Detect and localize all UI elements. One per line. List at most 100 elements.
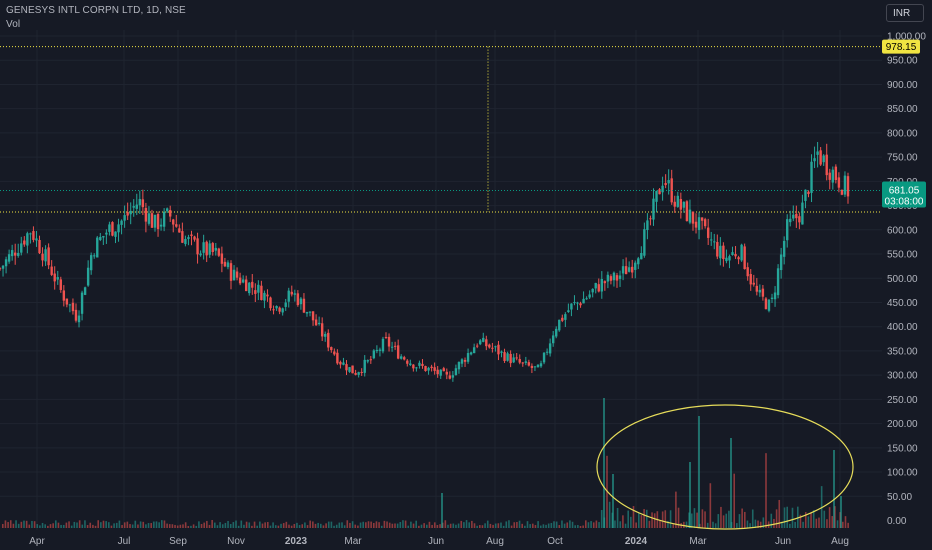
volume-bar	[49, 524, 52, 528]
volume-bar	[161, 520, 163, 528]
candle-body	[226, 262, 230, 268]
candle-body	[515, 357, 518, 359]
volume-bar	[600, 510, 603, 528]
volume-bar	[261, 523, 264, 528]
volume-spike-bar	[840, 496, 842, 528]
volume-bar	[327, 521, 330, 528]
price-axis-label: 200.00	[887, 419, 918, 430]
volume-bar	[62, 524, 65, 528]
volume-bar	[367, 521, 370, 528]
candle-body	[372, 350, 376, 359]
volume-bar	[137, 524, 139, 528]
volume-bar	[667, 520, 669, 528]
price-axis-label: 400.00	[887, 322, 918, 333]
candle-body	[369, 359, 373, 361]
volume-bar	[815, 518, 818, 528]
candle-body	[840, 189, 844, 195]
candle-body	[254, 290, 257, 294]
volume-bar	[158, 522, 160, 528]
volume-bar	[89, 522, 92, 528]
candle-body	[111, 222, 114, 236]
volume-bar	[359, 522, 362, 528]
price-axis-label: 1,000.00	[887, 32, 926, 43]
hline-price-badge	[882, 39, 920, 54]
volume-bar	[632, 506, 635, 528]
volume-bar	[235, 520, 237, 528]
candle-body	[421, 363, 424, 366]
volume-bar	[214, 522, 216, 528]
candle-body	[360, 371, 363, 373]
volume-bar	[693, 508, 696, 528]
volume-bar	[428, 521, 431, 528]
volume-bar	[272, 522, 274, 528]
volume-bar	[587, 522, 590, 528]
volume-bar	[388, 522, 391, 528]
volume-bar	[153, 521, 155, 528]
volume-bar	[534, 525, 537, 528]
candle-body	[26, 233, 29, 246]
volume-bar	[717, 514, 720, 528]
volume-bar	[460, 520, 463, 528]
volume-bar	[463, 522, 465, 528]
volume-bar	[285, 521, 288, 528]
candle-body	[56, 277, 59, 280]
volume-bar	[728, 510, 730, 528]
volume-bar	[57, 522, 60, 528]
candle-body	[409, 363, 412, 366]
price-axis-label: 50.00	[887, 492, 912, 503]
volume-bar	[465, 520, 468, 528]
price-axis-label: 600.00	[887, 225, 918, 236]
volume-bar	[232, 522, 235, 528]
volume-bar	[288, 524, 290, 528]
volume-bar	[253, 521, 256, 528]
candle-body	[77, 315, 81, 323]
volume-bar	[378, 522, 380, 528]
candle-body	[336, 352, 339, 364]
candle-body	[144, 207, 148, 222]
volume-spike-bar	[698, 416, 700, 528]
candle-body	[618, 275, 622, 279]
volume-bar	[812, 510, 815, 528]
candle-body	[0, 268, 2, 270]
volume-bar	[486, 520, 489, 528]
time-axis-label: Sep	[169, 536, 187, 547]
candle-body	[631, 266, 634, 273]
candle-body	[302, 298, 306, 313]
volume-bar	[195, 525, 198, 528]
candle-body	[32, 231, 35, 240]
candle-body	[260, 285, 263, 301]
volume-bar	[847, 522, 849, 528]
volume-bar	[290, 525, 293, 528]
volume-spike-bar	[730, 438, 732, 528]
candle-body	[764, 298, 768, 310]
currency-selector[interactable]: INR	[886, 4, 924, 22]
candle-body	[795, 213, 798, 219]
volume-bar	[338, 522, 341, 528]
volume-bar	[683, 521, 685, 528]
volume-bar	[513, 522, 516, 528]
candle-body	[257, 284, 260, 293]
time-axis-label: Mar	[689, 536, 707, 547]
candle-body	[779, 254, 783, 271]
volume-bar	[744, 511, 746, 528]
candle-body	[102, 236, 105, 238]
volume-bar	[402, 520, 404, 528]
candle-body	[713, 241, 716, 243]
volume-bar	[595, 520, 598, 528]
volume-spike-bar	[833, 450, 835, 528]
candle-body	[542, 352, 546, 363]
volume-bar	[314, 523, 317, 528]
candle-body	[400, 356, 403, 359]
volume-bar	[100, 522, 102, 528]
volume-indicator-label[interactable]: Vol	[6, 19, 21, 30]
volume-bar	[108, 522, 110, 528]
volume-bar	[725, 513, 728, 528]
candle-body	[208, 243, 211, 255]
candle-body	[424, 366, 427, 372]
volume-bar	[304, 522, 306, 528]
candle-body	[503, 352, 506, 362]
volume-bar	[709, 483, 712, 528]
candle-body	[752, 282, 755, 285]
volume-bar	[484, 523, 486, 528]
